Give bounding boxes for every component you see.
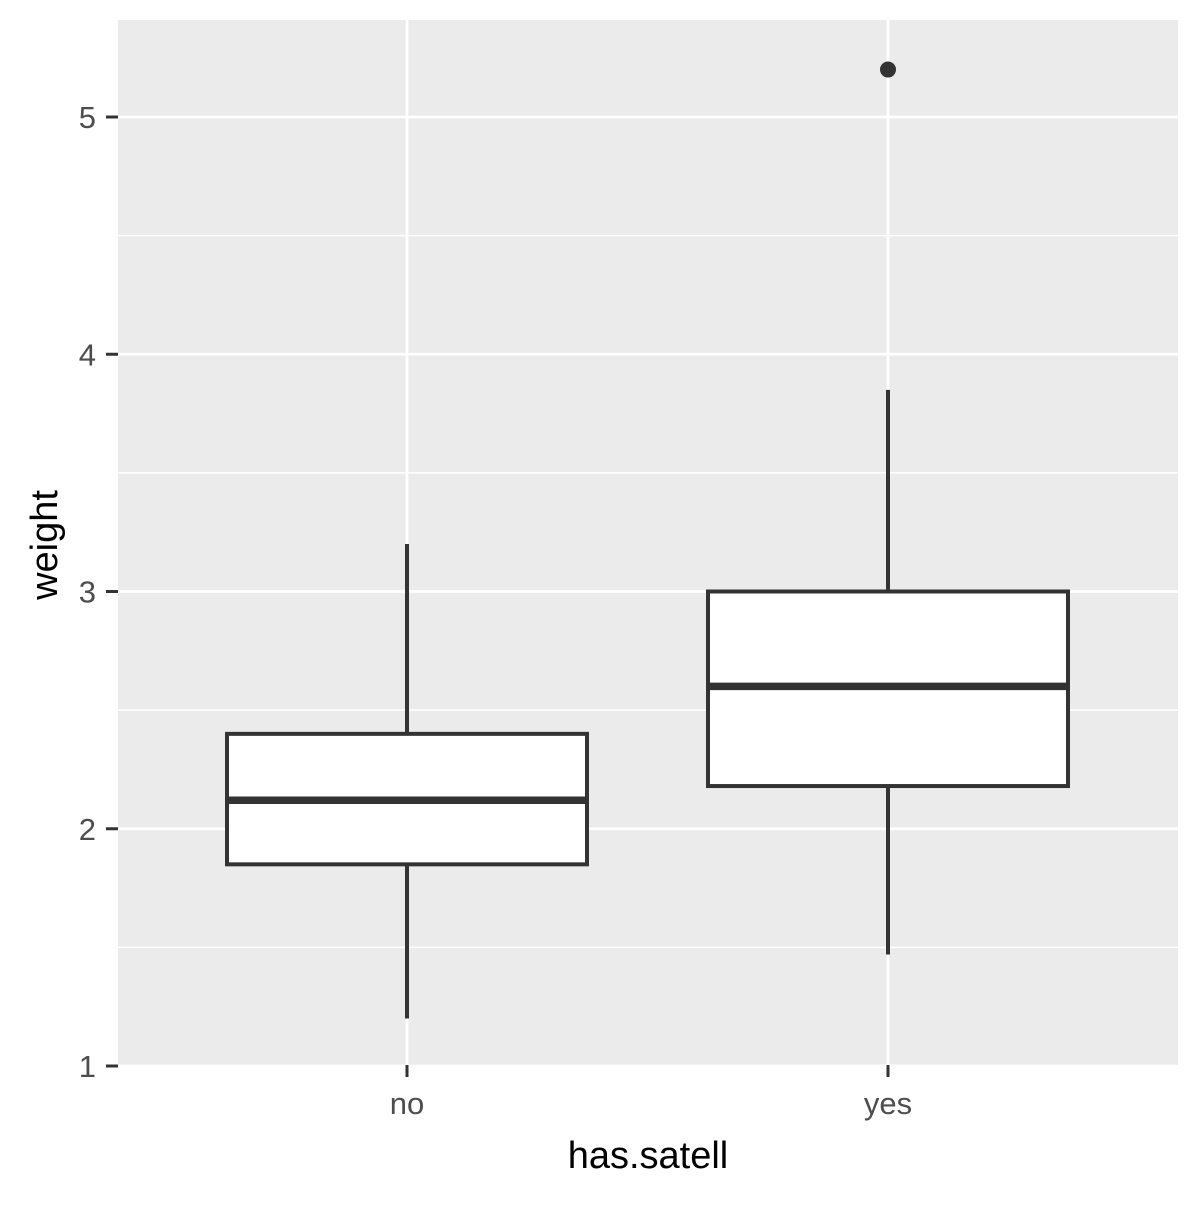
y-axis-title: weight (24, 490, 66, 601)
y-axis: 1 2 3 4 5 (79, 100, 118, 1084)
x-axis-title: has.satell (568, 1135, 729, 1177)
x-tick-label: yes (864, 1086, 912, 1121)
y-tick-label: 1 (79, 1049, 96, 1084)
y-tick-label: 3 (79, 575, 96, 610)
plot-panel (118, 20, 1178, 1065)
outlier-point (880, 61, 896, 78)
x-axis: no yes (390, 1065, 912, 1121)
y-tick-label: 2 (79, 812, 96, 847)
box-layer (225, 61, 1070, 1019)
box-yes (706, 61, 1070, 955)
box-no (225, 544, 589, 1019)
x-tick-label: no (390, 1086, 424, 1121)
y-tick-label: 4 (79, 337, 96, 372)
y-tick-label: 5 (79, 100, 96, 135)
